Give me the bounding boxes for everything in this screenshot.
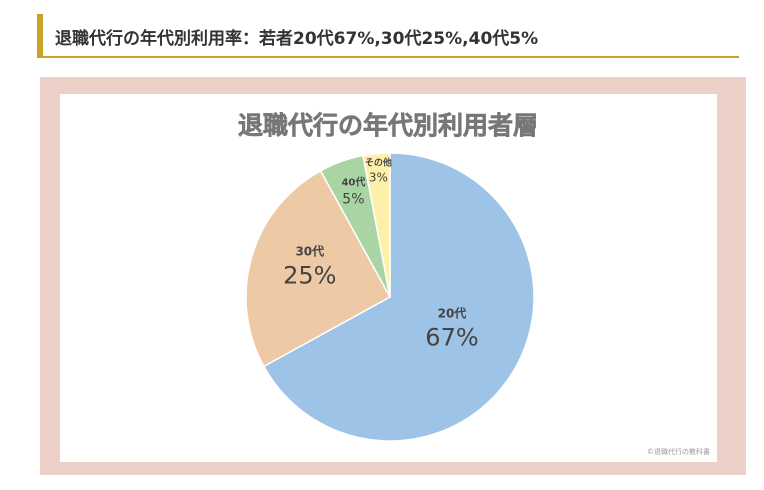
slice-value-label: 3%	[369, 171, 388, 185]
pie-labels: 20代 67% 30代 25% 40代 5% その他 3%	[283, 157, 479, 352]
pie-slice	[262, 152, 535, 442]
article-heading-text: 退職代行の年代別利用率：若者20代67%,30代25%,40代5%	[55, 29, 539, 49]
article-heading: 退職代行の年代別利用率：若者20代67%,30代25%,40代5%	[37, 14, 739, 58]
slice-value-label: 25%	[283, 262, 336, 290]
pie-chart: 退職代行の年代別利用者層 20代 67% 30代 25% 40代 5% その他 3% ©退職代…	[238, 111, 710, 456]
slice-label: 40代	[341, 175, 365, 188]
slice-label: 20代	[438, 306, 467, 321]
pie-slices	[245, 152, 535, 442]
chart-frame: 退職代行の年代別利用者層 20代 67% 30代 25% 40代 5% その他 3% ©退職代…	[40, 77, 746, 475]
chart-credit: ©退職代行の教科書	[647, 447, 710, 456]
pie-slice	[245, 169, 392, 368]
chart-title: 退職代行の年代別利用者層	[238, 111, 538, 140]
slice-label: 30代	[295, 244, 324, 259]
slice-label: その他	[365, 157, 392, 169]
chart-panel: 退職代行の年代別利用者層 20代 67% 30代 25% 40代 5% その他 3% ©退職代…	[60, 94, 717, 462]
slice-value-label: 67%	[425, 324, 478, 352]
pie-slice	[362, 152, 391, 298]
slice-value-label: 5%	[342, 191, 364, 207]
